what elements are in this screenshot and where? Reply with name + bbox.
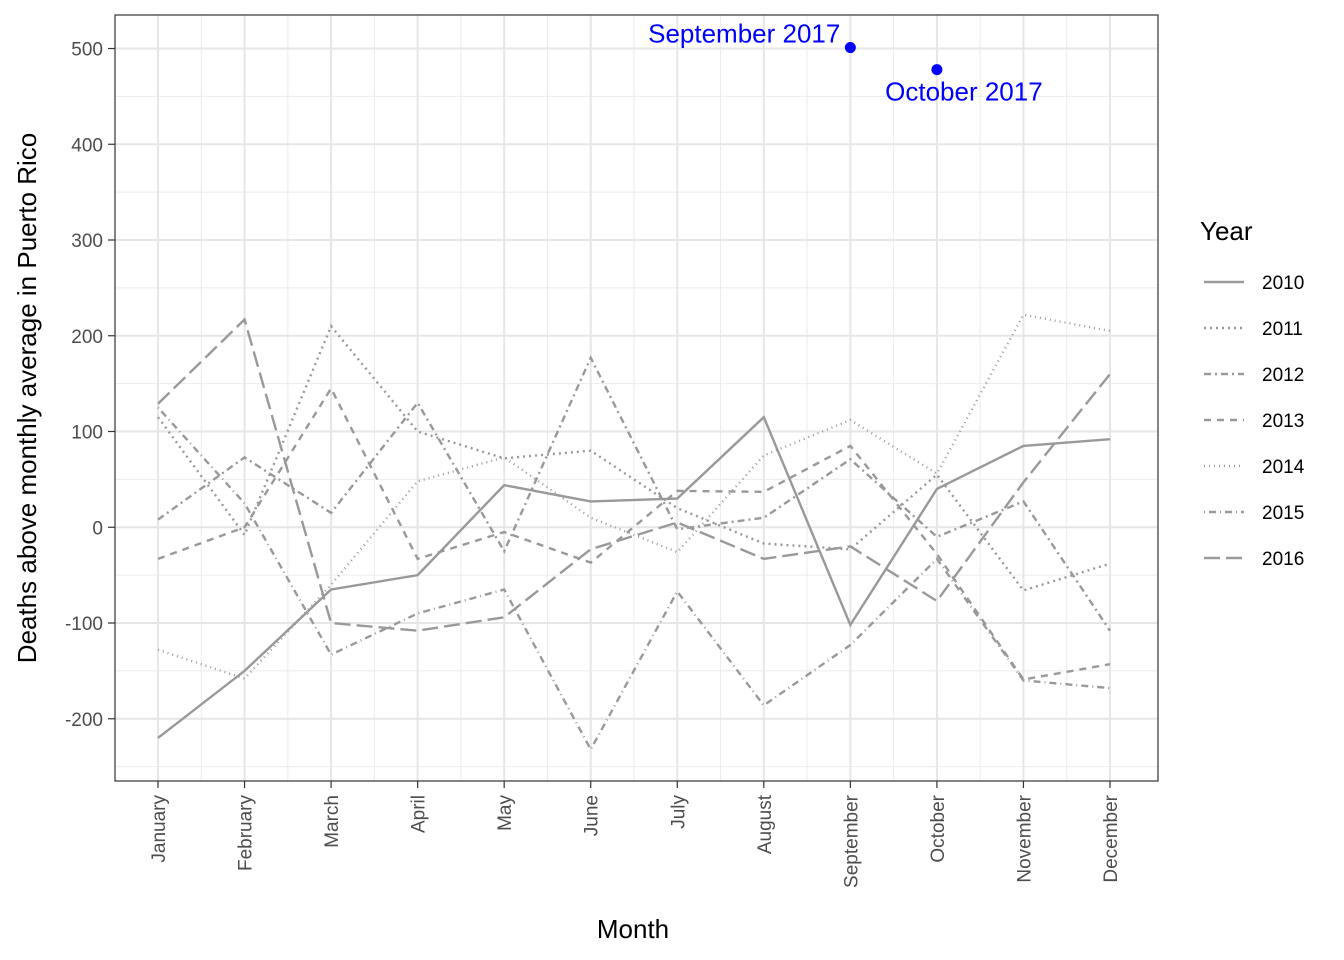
series-line-2012 bbox=[157, 354, 1111, 632]
legend-label-2016: 2016 bbox=[1262, 549, 1304, 570]
series-line-2015 bbox=[157, 406, 1111, 752]
legend-title: Year bbox=[1200, 216, 1253, 246]
highlight-points: September 2017 October 2017 bbox=[648, 19, 1043, 107]
highlight-point bbox=[844, 42, 856, 54]
x-tick-label: January bbox=[149, 795, 170, 863]
x-tick-label: April bbox=[409, 795, 430, 833]
y-tick-label: 0 bbox=[92, 518, 103, 539]
highlight-label: September 2017 bbox=[648, 19, 840, 49]
x-tick-label: May bbox=[495, 795, 516, 831]
x-tick-label: August bbox=[755, 794, 776, 854]
legend-label-2014: 2014 bbox=[1262, 457, 1305, 478]
x-tick-label: February bbox=[236, 795, 257, 872]
y-tick-label: -200 bbox=[65, 710, 103, 731]
x-tick-label: September bbox=[841, 794, 862, 888]
highlight-point bbox=[931, 64, 943, 76]
legend-label-2015: 2015 bbox=[1262, 503, 1304, 524]
plot-panel-border bbox=[114, 14, 1159, 782]
series-line-2010 bbox=[157, 415, 1111, 739]
y-tick-label: 100 bbox=[71, 423, 103, 444]
highlight-label: October 2017 bbox=[885, 77, 1043, 107]
x-tick-label: June bbox=[582, 795, 603, 836]
y-tick-label: 200 bbox=[71, 327, 103, 348]
x-tick-label: March bbox=[322, 795, 343, 848]
y-tick-label: 300 bbox=[71, 231, 103, 252]
x-axis: January February March April May June July Augu… bbox=[149, 781, 1122, 888]
x-tick-label: July bbox=[668, 795, 689, 829]
legend-label-2011: 2011 bbox=[1262, 319, 1303, 340]
y-tick-label: -100 bbox=[65, 614, 103, 635]
legend-label-2013: 2013 bbox=[1262, 411, 1304, 432]
x-axis-title: Month bbox=[597, 914, 669, 944]
legend-label-2012: 2012 bbox=[1262, 365, 1304, 386]
y-axis-title: Deaths above monthly average in Puerto R… bbox=[12, 133, 42, 663]
series-line-2014 bbox=[157, 313, 1111, 680]
y-tick-label: 500 bbox=[71, 40, 103, 61]
major-gridlines bbox=[115, 15, 1158, 781]
y-tick-label: 400 bbox=[71, 135, 103, 156]
x-tick-label: December bbox=[1101, 794, 1122, 882]
minor-gridlines bbox=[115, 15, 1158, 781]
series-lines bbox=[157, 313, 1111, 752]
x-tick-label: November bbox=[1014, 794, 1035, 882]
series-line-2016 bbox=[157, 317, 1111, 632]
x-tick-label: October bbox=[928, 794, 949, 862]
legend: Year 2010 2011 2012 2013 2014 2015 2016 bbox=[1200, 216, 1305, 570]
y-axis: -200 -100 0 100 200 300 400 500 bbox=[65, 40, 115, 731]
legend-label-2010: 2010 bbox=[1262, 273, 1304, 294]
